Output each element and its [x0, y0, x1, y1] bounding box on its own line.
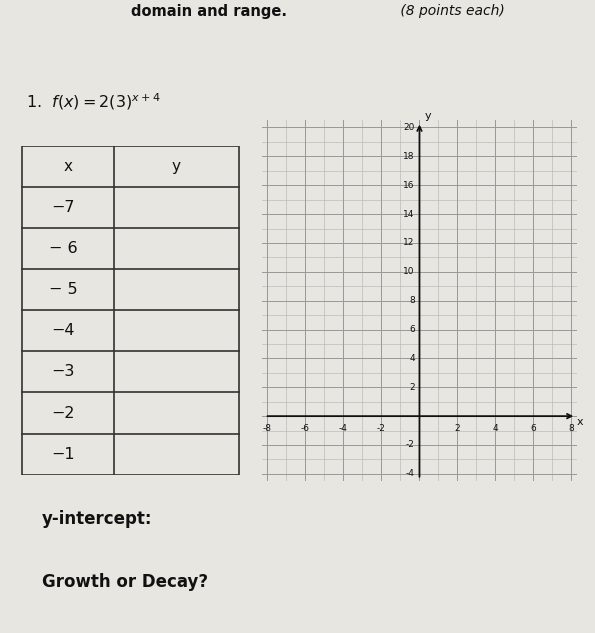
Text: −4: −4 — [52, 323, 75, 338]
Text: (8 points each): (8 points each) — [396, 4, 505, 18]
Text: 2: 2 — [455, 424, 461, 433]
Text: − 6: − 6 — [49, 241, 78, 256]
Text: domain and range.: domain and range. — [131, 4, 287, 20]
Text: −3: −3 — [52, 365, 75, 379]
Text: y: y — [424, 111, 431, 121]
Text: 12: 12 — [403, 239, 415, 248]
Text: -4: -4 — [339, 424, 348, 433]
Text: 18: 18 — [403, 152, 415, 161]
Text: 4: 4 — [493, 424, 498, 433]
Text: y: y — [172, 159, 181, 173]
Text: −7: −7 — [52, 200, 75, 215]
Text: 8: 8 — [409, 296, 415, 305]
Text: -8: -8 — [263, 424, 272, 433]
Text: -2: -2 — [406, 441, 415, 449]
Text: 2: 2 — [409, 383, 415, 392]
Text: x: x — [577, 417, 584, 427]
Text: x: x — [64, 159, 73, 173]
Text: -6: -6 — [301, 424, 310, 433]
Text: 6: 6 — [531, 424, 536, 433]
Text: −2: −2 — [52, 406, 75, 420]
Text: − 5: − 5 — [49, 282, 78, 297]
Text: -4: -4 — [406, 469, 415, 479]
Text: y-intercept:: y-intercept: — [42, 510, 152, 527]
Text: 14: 14 — [403, 210, 415, 218]
Text: Growth or Decay?: Growth or Decay? — [42, 573, 208, 591]
Text: −1: −1 — [52, 447, 75, 461]
Text: -2: -2 — [377, 424, 386, 433]
Text: 8: 8 — [569, 424, 574, 433]
Text: 10: 10 — [403, 267, 415, 277]
Text: 1.  $f(x) = 2(3)^{x+4}$: 1. $f(x) = 2(3)^{x+4}$ — [26, 91, 161, 111]
Text: 20: 20 — [403, 123, 415, 132]
Text: 4: 4 — [409, 354, 415, 363]
Text: 16: 16 — [403, 180, 415, 190]
Text: 6: 6 — [409, 325, 415, 334]
